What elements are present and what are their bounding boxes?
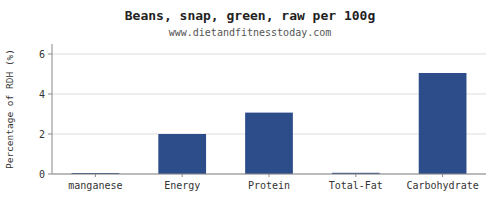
bars: [72, 73, 467, 174]
y-tick: [48, 94, 52, 95]
x-tick: [355, 174, 356, 177]
x-tick-label: Energy: [164, 180, 200, 191]
y-tick-label: 0: [39, 169, 45, 180]
x-tick: [182, 174, 183, 177]
y-tick: [48, 134, 52, 135]
grid-line: [52, 54, 486, 55]
y-tick: [48, 174, 52, 175]
bar: [419, 73, 467, 174]
x-tick-label: manganese: [68, 180, 122, 191]
subtitle: www.dietandfitnesstoday.com: [169, 27, 332, 38]
y-tick-label: 2: [39, 129, 45, 140]
x-tick-label: Total-Fat: [329, 180, 383, 191]
bar: [158, 134, 206, 174]
chart-container: Beans, snap, green, raw per 100g www.diet…: [0, 0, 500, 200]
y-axis-line: [52, 44, 53, 174]
grid: [52, 54, 486, 174]
chart-svg: Beans, snap, green, raw per 100g www.diet…: [0, 0, 500, 200]
y-tick: [48, 54, 52, 55]
x-tick: [95, 174, 96, 177]
bar: [245, 113, 293, 174]
x-tick-label: Carbohydrate: [406, 180, 478, 191]
x-tick-label: Protein: [248, 180, 290, 191]
y-axis-label: Percentage of RDH (%): [4, 49, 15, 169]
x-tick: [269, 174, 270, 177]
y-tick-label: 4: [39, 89, 45, 100]
y-tick-label: 6: [39, 49, 45, 60]
title: Beans, snap, green, raw per 100g: [125, 8, 375, 23]
x-tick: [442, 174, 443, 177]
